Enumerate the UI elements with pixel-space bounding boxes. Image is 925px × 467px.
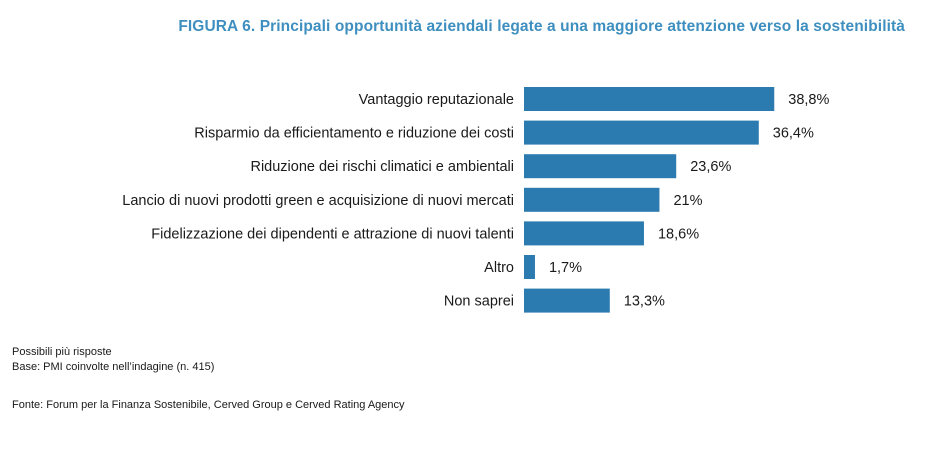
notes-multiple-answers: Possibili più risposte: [12, 346, 112, 358]
category-label: Altro: [484, 260, 514, 276]
category-label: Fidelizzazione dei dipendenti e attrazio…: [151, 226, 514, 242]
chart-source: Fonte: Forum per la Finanza Sostenibile,…: [12, 399, 405, 411]
bar: [524, 221, 644, 246]
bar: [524, 87, 775, 111]
value-label: 18,6%: [658, 226, 699, 242]
figure-title: FIGURA 6. Principali opportunità azienda…: [178, 18, 905, 35]
bar: [524, 255, 535, 279]
bar: [524, 120, 759, 145]
value-label: 21%: [673, 193, 702, 209]
value-label: 13,3%: [624, 294, 665, 310]
bar: [524, 288, 610, 313]
bar-chart: Vantaggio reputazionale 38,8% Risparmio da…: [122, 87, 829, 313]
chart-notes: Possibili più risposte Base: PMI coinvol…: [12, 345, 214, 375]
value-label: 38,8%: [788, 92, 829, 108]
category-label: Risparmio da efficientamento e riduzione…: [194, 126, 514, 142]
category-label: Vantaggio reputazionale: [359, 92, 514, 108]
bar: [524, 154, 677, 179]
value-label: 23,6%: [690, 159, 731, 175]
bar: [524, 187, 660, 212]
value-label: 1,7%: [549, 260, 582, 276]
category-label: Non saprei: [444, 294, 514, 310]
value-label: 36,4%: [773, 126, 814, 142]
notes-base: Base: PMI coinvolte nell’indagine (n. 41…: [12, 361, 215, 373]
category-label: Riduzione dei rischi climatici e ambient…: [250, 159, 514, 175]
category-label: Lancio di nuovi prodotti green e acquisi…: [122, 193, 514, 209]
